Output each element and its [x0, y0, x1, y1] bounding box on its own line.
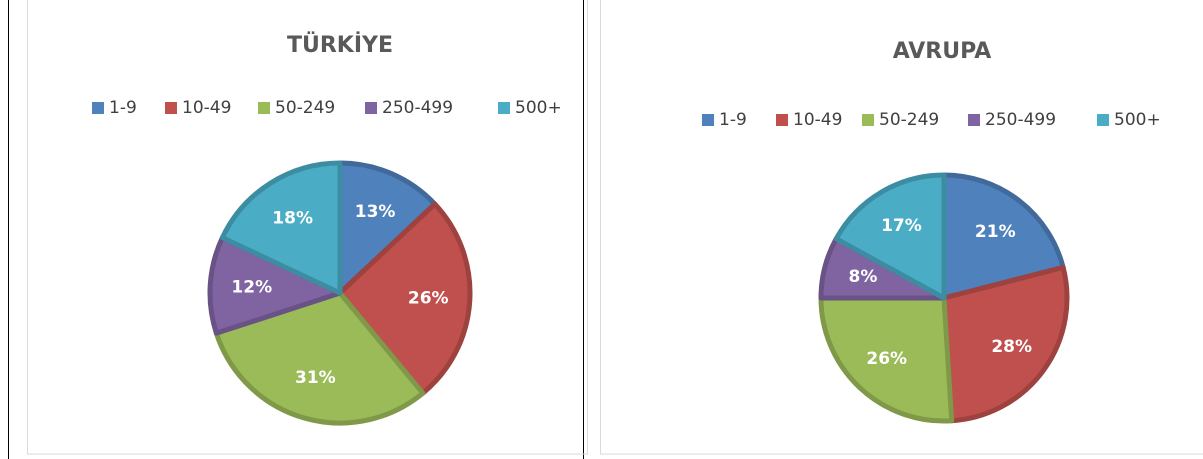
legend-swatch [92, 102, 104, 114]
chart: AVRUPA 1-9 10-49 50-249 250-499 500+ 21% 28% 26%… [702, 39, 1161, 424]
legend-label: 10-49 [793, 110, 842, 130]
data-label: 21% [975, 222, 1016, 242]
pie-slice [818, 295, 955, 424]
legend-label: 500+ [515, 98, 562, 118]
pie-slice [337, 160, 438, 296]
legend-swatch [165, 102, 177, 114]
pie-slice [219, 160, 343, 296]
pie-slice [337, 201, 473, 396]
data-label: 12% [231, 277, 272, 297]
data-label: 13% [355, 202, 396, 222]
legend-label: 1-9 [109, 98, 137, 118]
legend-label: 250-499 [985, 110, 1056, 130]
chart: TÜRKİYE 1-9 10-49 50-249 250-499 500+ 13% 26% 31… [92, 32, 562, 426]
pie-slice [941, 172, 1066, 301]
data-label: 26% [866, 349, 907, 369]
pie-slice [941, 264, 1070, 424]
legend-swatch [776, 114, 788, 126]
data-label: 26% [408, 289, 449, 309]
data-label: 18% [272, 208, 313, 228]
pie-slice [213, 290, 426, 426]
chart-title: TÜRKİYE [287, 32, 393, 58]
pie-slice [207, 235, 343, 336]
data-label: 31% [295, 368, 336, 388]
legend-label: 250-499 [382, 98, 453, 118]
data-label: 17% [881, 216, 922, 236]
panel-border [600, 0, 1203, 455]
panel-border [27, 0, 588, 455]
legend-swatch [702, 114, 714, 126]
legend-label: 1-9 [719, 110, 747, 130]
legend-label: 500+ [1114, 110, 1161, 130]
chart-title: AVRUPA [893, 39, 992, 64]
legend-swatch [862, 114, 874, 126]
pie-slice [833, 172, 947, 301]
legend-swatch [258, 102, 270, 114]
legend-swatch [968, 114, 980, 126]
legend-label: 50-249 [275, 98, 335, 118]
legend-label: 10-49 [182, 98, 231, 118]
data-label: 28% [991, 337, 1032, 357]
legend-swatch [1097, 114, 1109, 126]
data-label: 8% [849, 267, 878, 287]
legend-swatch [365, 102, 377, 114]
legend-swatch [498, 102, 510, 114]
legend-label: 50-249 [879, 110, 939, 130]
